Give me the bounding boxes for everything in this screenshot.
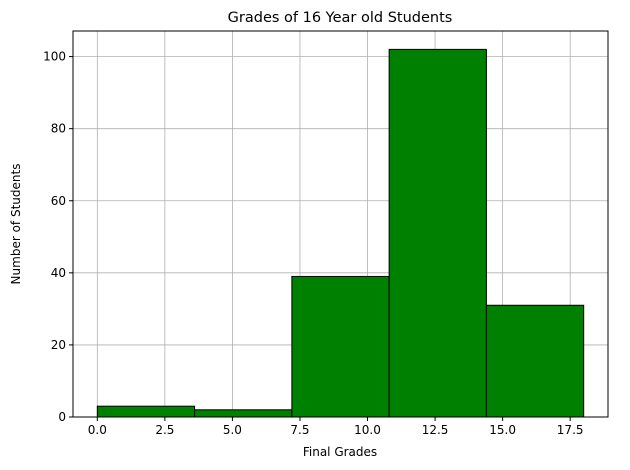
x-tick-label: 10.0: [354, 423, 381, 437]
histogram-bar-3: [291, 275, 390, 418]
histogram-bar-1: [96, 405, 196, 418]
y-tick-label: 100: [43, 50, 66, 64]
x-axis-label: Final Grades: [303, 445, 377, 459]
y-tick-label: 80: [51, 122, 66, 136]
x-axis-ticks: 0.0 2.5 5.0 7.5 10.0 12.5 15.0 17.5: [88, 417, 584, 437]
y-tick-label: 20: [51, 338, 66, 352]
x-tick-label: 7.5: [290, 423, 309, 437]
y-tick-label: 40: [51, 266, 66, 280]
y-tick-label: 60: [51, 194, 66, 208]
x-tick-label: 12.5: [422, 423, 449, 437]
histogram-bar-5: [485, 304, 585, 418]
plot-frame: [72, 30, 609, 418]
x-tick-label: 17.5: [557, 423, 584, 437]
bars-group: [96, 48, 585, 418]
x-tick-label: 2.5: [155, 423, 174, 437]
y-axis-ticks: 0 20 40 60 80 100: [43, 50, 73, 424]
x-tick-label: 0.0: [88, 423, 107, 437]
histogram-bar-4: [388, 48, 487, 418]
chart-title: Grades of 16 Year old Students: [228, 10, 453, 26]
x-tick-label: 5.0: [223, 423, 242, 437]
x-tick-label: 15.0: [489, 423, 516, 437]
histogram-bar-2: [194, 409, 293, 418]
y-axis-label: Number of Students: [9, 164, 23, 285]
y-tick-label: 0: [58, 410, 66, 424]
